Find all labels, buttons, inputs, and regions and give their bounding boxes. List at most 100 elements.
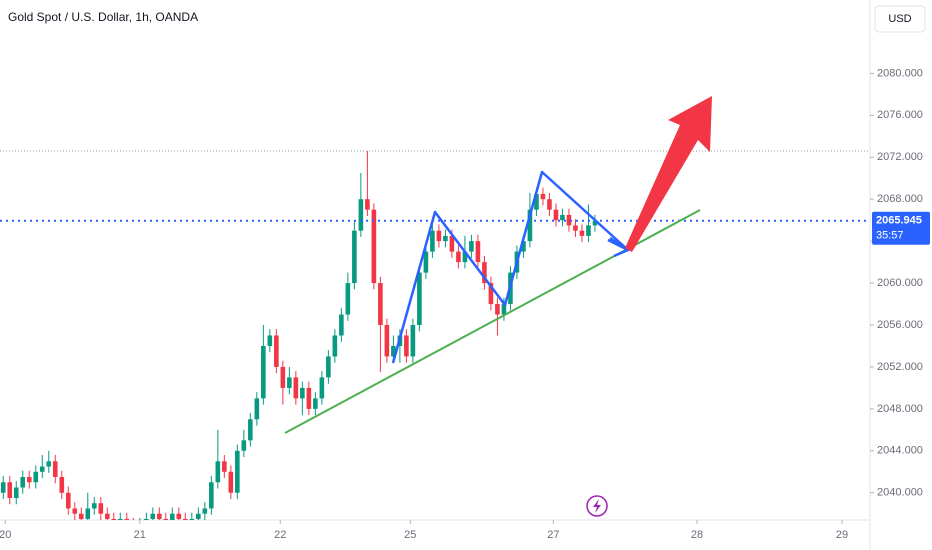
candle-body [150, 513, 156, 519]
candle-body [209, 482, 214, 509]
candle-body [306, 387, 312, 409]
candle-body [365, 199, 370, 210]
candle-body [384, 325, 390, 357]
x-tick-label: 27 [547, 529, 559, 541]
y-tick-label: 2052.000 [877, 361, 923, 373]
y-tick-label: 2056.000 [877, 319, 923, 331]
candle-body [7, 482, 13, 498]
last-price-label: 2065.945 [876, 215, 922, 227]
y-tick-label: 2072.000 [877, 151, 923, 163]
candle-body [326, 356, 331, 378]
candle-body [488, 283, 494, 305]
candle-body [72, 508, 78, 514]
currency-button[interactable] [874, 5, 926, 33]
candle-body [586, 225, 591, 236]
candle-body [78, 513, 84, 519]
candle-body [443, 235, 448, 242]
candle-body [183, 518, 188, 520]
candle-body [196, 513, 201, 519]
candle-body [20, 477, 26, 488]
candle-body [566, 214, 572, 226]
candle-body [501, 304, 507, 315]
candle-body [475, 241, 481, 263]
candle-body [261, 345, 266, 399]
candle-body [117, 518, 123, 520]
candle-body [163, 518, 169, 520]
candle-body [235, 450, 240, 493]
candle-body [417, 272, 422, 325]
candle-body [553, 209, 559, 221]
y-tick-label: 2044.000 [877, 445, 923, 457]
y-tick-label: 2040.000 [877, 487, 923, 499]
candle-body [391, 345, 396, 357]
candle-body [573, 225, 578, 231]
candle-body [0, 482, 6, 493]
candle-body [170, 513, 175, 520]
candle-body [527, 209, 533, 242]
candle-body [104, 513, 110, 519]
candle-body [26, 477, 32, 483]
x-tick-label: 25 [404, 529, 416, 541]
countdown-label: 35:57 [876, 230, 904, 242]
candle-body [560, 214, 565, 221]
candle-body [222, 461, 227, 472]
y-tick-label: 2060.000 [877, 277, 923, 289]
candle-body [352, 230, 357, 284]
candle-body [469, 241, 474, 252]
drawings [284, 96, 712, 434]
zigzag-arrowhead [609, 236, 631, 258]
candle-body [339, 314, 344, 336]
candle-body [267, 335, 273, 346]
red-arrow [625, 96, 712, 252]
candle-body [423, 251, 429, 273]
candle-body [300, 387, 305, 399]
last-price-box [872, 211, 930, 245]
candle-body [456, 251, 461, 263]
candle-body [124, 518, 130, 520]
candle-body [33, 471, 39, 483]
candle-body [521, 241, 526, 252]
candle-body [52, 461, 58, 478]
candle-body [215, 461, 221, 483]
candle-body [547, 199, 552, 210]
chart-title: Gold Spot / U.S. Dollar, 1h, OANDA [8, 10, 198, 24]
candle-body [319, 377, 325, 399]
candle-body [482, 262, 487, 284]
x-tick-label: 20 [0, 529, 11, 541]
candle-body [313, 398, 318, 409]
candle-body [274, 335, 279, 367]
candle-body [358, 199, 364, 231]
x-tick-label: 22 [274, 529, 286, 541]
y-tick-label: 2080.000 [877, 67, 923, 79]
candle-body [98, 503, 104, 514]
candle-body [144, 518, 149, 520]
candle-body [13, 487, 19, 498]
candle-body [65, 492, 71, 509]
candle-body [495, 304, 500, 315]
candle-body [410, 325, 416, 357]
candle-body [189, 518, 195, 520]
candle-body [176, 513, 182, 519]
x-tick-label: 21 [134, 529, 146, 541]
candle-body [462, 251, 468, 263]
candle-body [332, 335, 338, 357]
candle-body [430, 230, 435, 252]
candle-body [293, 377, 299, 399]
candle-body [534, 193, 539, 210]
candle-body [39, 466, 45, 472]
candle-body [111, 518, 117, 520]
candle-body [436, 230, 442, 242]
event-bolt [593, 499, 601, 513]
candle-body [592, 220, 598, 226]
candle-body [85, 508, 91, 519]
currency-label: USD [888, 13, 911, 25]
candle-body [91, 503, 97, 509]
candle-body [228, 471, 234, 493]
candle-body [540, 193, 546, 200]
candle-body [241, 440, 247, 451]
y-tick-label: 2068.000 [877, 193, 923, 205]
candle-body [157, 513, 162, 519]
candle-body [378, 283, 383, 325]
